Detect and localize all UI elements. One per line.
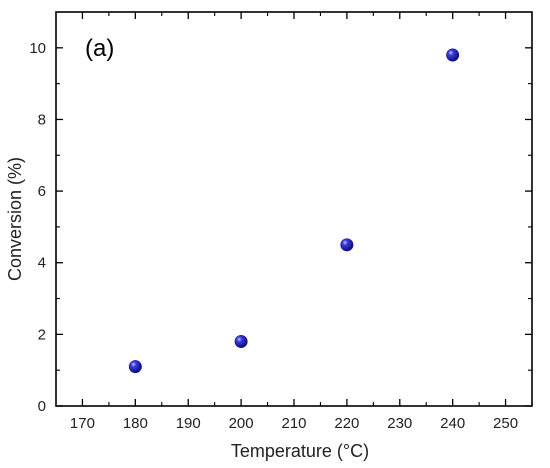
x-tick-label: 220 [334, 415, 359, 432]
y-tick-label: 8 [38, 111, 46, 128]
data-point [234, 335, 248, 349]
y-tick-label: 0 [38, 398, 46, 415]
y-tick-label: 4 [38, 255, 46, 272]
y-tick-label: 6 [38, 183, 46, 200]
y-tick-label: 10 [29, 40, 46, 57]
x-tick-label: 200 [229, 415, 254, 432]
x-tick-label: 170 [70, 415, 95, 432]
x-tick-label: 180 [123, 415, 148, 432]
data-point [446, 48, 460, 62]
x-tick-label: 210 [281, 415, 306, 432]
panel-label: (a) [85, 35, 114, 62]
data-point [340, 238, 354, 252]
x-tick-label: 250 [493, 415, 518, 432]
y-tick-label: 2 [38, 326, 46, 343]
x-axis-title: Temperature (°C) [231, 441, 369, 461]
data-point [128, 360, 142, 374]
x-tick-label: 240 [440, 415, 465, 432]
y-axis-title: Conversion (%) [5, 157, 25, 281]
x-tick-label: 190 [176, 415, 201, 432]
x-tick-label: 230 [387, 415, 412, 432]
plot-frame [55, 11, 533, 407]
